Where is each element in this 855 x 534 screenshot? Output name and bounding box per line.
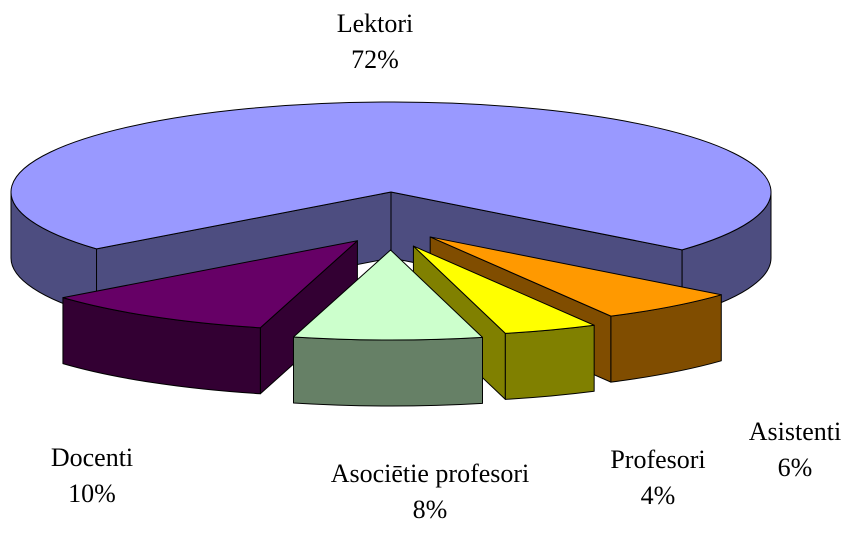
value-label: 4% xyxy=(641,481,676,510)
category-label: Docenti xyxy=(51,443,133,472)
value-label: 10% xyxy=(68,479,116,508)
category-label: Asistenti xyxy=(749,417,841,446)
value-label: 72% xyxy=(351,45,399,74)
value-label: 6% xyxy=(778,453,813,482)
slice-top xyxy=(62,240,358,329)
category-label: Profesori xyxy=(610,445,705,474)
pie-slice xyxy=(10,101,772,317)
slice-outer-wall xyxy=(292,336,483,407)
slice-top xyxy=(412,245,595,334)
value-label: 8% xyxy=(413,495,448,524)
pie-slice xyxy=(292,249,483,407)
slice-top xyxy=(292,249,483,341)
slice-top xyxy=(429,236,722,317)
category-label: Lektori xyxy=(337,9,414,38)
slice-top xyxy=(10,101,772,251)
slice-outer-wall xyxy=(504,324,595,400)
category-label: Asociētie profesori xyxy=(331,459,530,488)
pie-slice xyxy=(62,240,358,395)
